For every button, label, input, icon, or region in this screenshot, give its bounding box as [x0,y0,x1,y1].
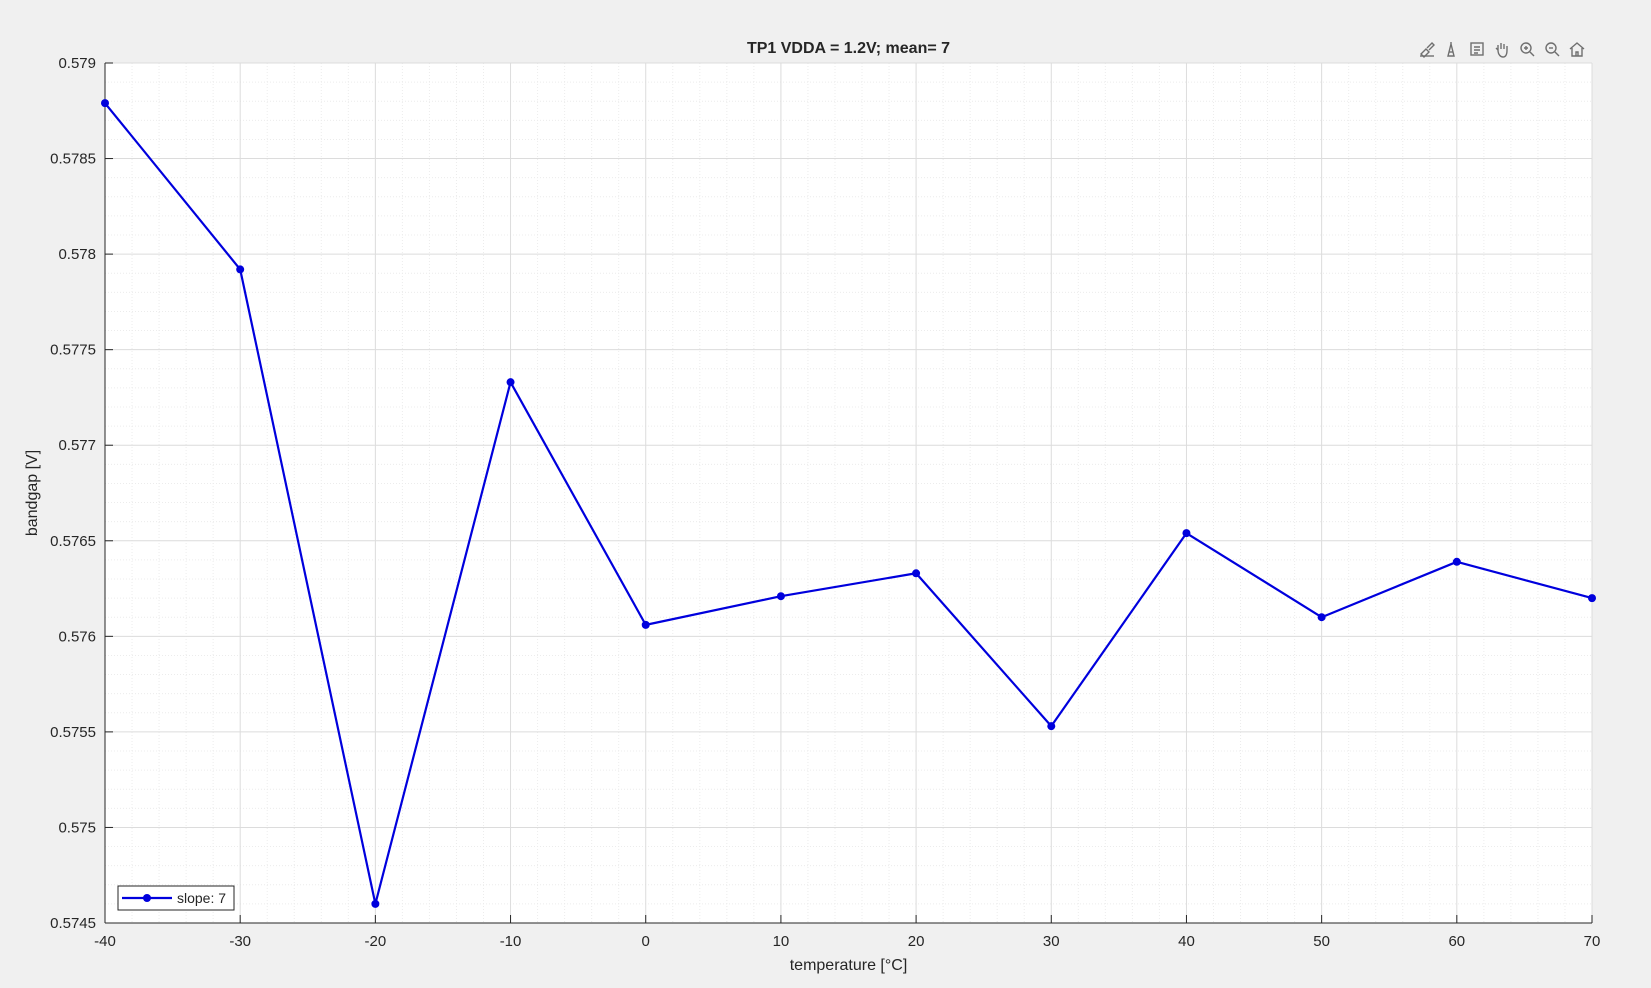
y-tick-label: 0.578 [58,246,96,263]
y-tick-label: 0.579 [58,55,96,72]
x-tick-label: 0 [642,933,650,950]
pan-button[interactable] [1491,38,1513,60]
data-point [912,569,921,578]
y-tick-label: 0.5765 [50,533,96,550]
y-tick-label: 0.575 [58,819,96,836]
x-tick-label: -10 [500,933,522,950]
data-point [1588,594,1596,603]
x-axis-label: temperature [°C] [790,957,908,974]
zoom-in-button[interactable] [1516,38,1538,60]
legend-marker-swatch [143,894,151,902]
pan-icon [1495,43,1508,58]
data-point [1182,529,1191,538]
y-tick-label: 0.5775 [50,342,96,359]
legend[interactable]: slope: 7 [117,885,235,911]
zoom-out-button[interactable] [1541,38,1563,60]
y-tick-label: 0.576 [58,628,96,645]
axes-lines [104,63,1592,924]
zoom-out-icon [1545,42,1560,57]
x-tick-label: -40 [94,933,116,950]
x-tick-label: 70 [1584,933,1601,950]
data-point [1452,557,1461,566]
chart-title: TP1 VDDA = 1.2V; mean= 7 [747,40,950,57]
x-axis: -40 -30 -20 -10 0 10 20 30 40 50 60 70 [94,915,1600,950]
zoom-in-icon [1520,42,1535,57]
y-tick-label: 0.5755 [50,724,96,741]
home-icon [1569,42,1585,57]
legend-icon [1470,42,1484,56]
x-tick-label: 40 [1178,933,1195,950]
data-point [1317,613,1326,622]
x-tick-label: 60 [1448,933,1465,950]
y-tick-label: 0.577 [58,437,96,454]
x-tick-label: 20 [908,933,925,950]
y-tick-label: 0.5745 [50,915,96,932]
series-line [104,102,1593,905]
x-tick-label: 50 [1313,933,1330,950]
series-layer [101,99,1596,908]
y-axis-label: bandgap [V] [24,450,41,536]
data-tips-button[interactable] [1441,38,1463,60]
legend-button[interactable] [1466,38,1488,60]
data-tips-icon [1447,42,1455,57]
data-point [101,99,109,108]
x-tick-label: 30 [1043,933,1060,950]
y-tick-label: 0.5785 [50,151,96,168]
data-point [641,620,650,629]
x-tick-label: -30 [229,933,251,950]
x-tick-label: -20 [365,933,387,950]
axes-toolbar [1416,38,1588,60]
legend-entry-label: slope: 7 [177,890,226,906]
x-tick-label: 10 [773,933,790,950]
data-point [236,265,245,274]
data-point [506,378,515,387]
brush-button[interactable] [1416,38,1438,60]
data-point [776,592,785,601]
plot-area[interactable] [105,63,1592,923]
data-point [1047,722,1056,731]
y-axis: 0.5745 0.575 0.5755 0.576 0.5765 0.577 0.5775 0… [50,55,113,932]
data-point [371,899,380,908]
brush-icon [1420,42,1435,58]
home-button[interactable] [1566,38,1588,60]
minor-grid [105,63,1592,923]
